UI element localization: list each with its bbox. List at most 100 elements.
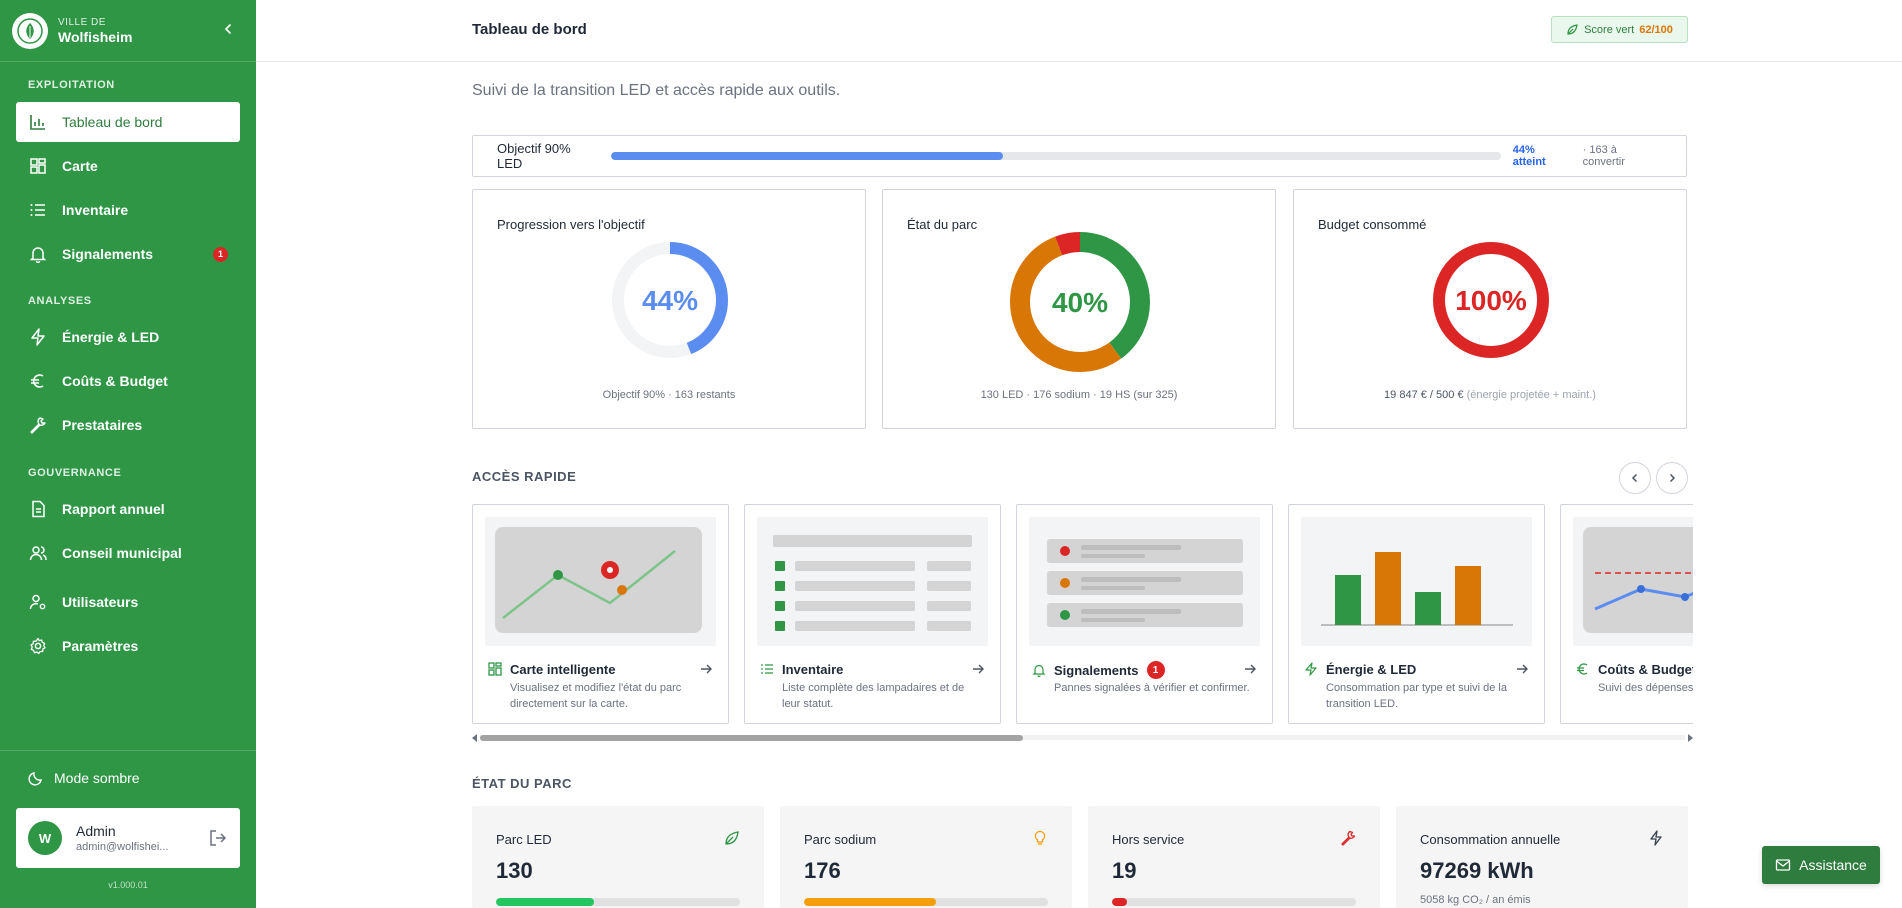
mail-icon <box>1775 859 1791 871</box>
arrow-right-icon <box>698 661 714 677</box>
sidebar-item-label: Rapport annuel <box>62 501 165 517</box>
scroll-right-arrow[interactable] <box>1688 734 1693 742</box>
chevron-left-icon <box>224 24 231 34</box>
scroll-left-arrow[interactable] <box>472 734 477 742</box>
kpi-title: Progression vers l'objectif <box>497 217 645 232</box>
objective-progress-track <box>611 152 1501 160</box>
kpi-caption-main: 19 847 € / 500 € <box>1384 389 1464 401</box>
sidebar: VILLE DE Wolfisheim EXPLOITATION Tableau… <box>0 0 256 908</box>
stat-card-led: Parc LED 130 <box>472 806 764 908</box>
quick-card-map[interactable]: Carte intelligente Visualisez et modifie… <box>472 504 729 724</box>
collapse-sidebar-button[interactable] <box>220 21 236 37</box>
stat-value: 176 <box>804 858 841 883</box>
sidebar-item-dashboard[interactable]: Tableau de bord <box>16 102 240 142</box>
sidebar-item-label: Conseil municipal <box>62 545 182 561</box>
sidebar-item-users[interactable]: Utilisateurs <box>16 582 240 622</box>
scrollbar-track <box>480 735 1685 740</box>
stat-progress-fill <box>496 898 594 906</box>
logout-button[interactable] <box>208 828 228 848</box>
carousel-prev-button[interactable] <box>1619 462 1651 494</box>
energy-illustration <box>1301 517 1532 646</box>
score-label: Score vert <box>1584 23 1635 36</box>
map-illustration <box>485 517 716 646</box>
document-icon <box>28 499 48 519</box>
leaf-icon <box>724 830 740 846</box>
sidebar-item-settings[interactable]: Paramètres <box>16 626 240 666</box>
chevron-right-icon <box>1669 473 1676 483</box>
sidebar-item-label: Paramètres <box>62 638 139 654</box>
inventory-illustration <box>757 517 988 646</box>
donut-value: 44% <box>642 285 698 316</box>
sidebar-item-reports[interactable]: Signalements 1 <box>16 234 240 274</box>
dark-mode-toggle[interactable]: Mode sombre <box>28 770 140 786</box>
sidebar-item-label: Énergie & LED <box>62 329 160 345</box>
stat-title: Hors service <box>1112 832 1185 847</box>
notification-badge: 1 <box>1146 661 1165 679</box>
grid-icon <box>487 661 503 677</box>
sidebar-item-label: Prestataires <box>62 417 143 433</box>
carousel-next-button[interactable] <box>1656 462 1688 494</box>
objective-bar: Objectif 90% LED 44% atteint · 163 à con… <box>472 135 1687 177</box>
stat-card-sodium: Parc sodium 176 <box>780 806 1072 908</box>
kpi-card-progress: Progression vers l'objectif 44% Objectif… <box>472 189 866 429</box>
quick-card-title: Signalements <box>1054 662 1139 678</box>
quick-card-description: Visualisez et modifiez l'état du parc di… <box>510 682 682 710</box>
user-card: W Admin admin@wolfishei... <box>16 808 240 868</box>
quick-card-inventory[interactable]: Inventaire Liste complète des lampadaire… <box>744 504 1001 724</box>
section-label-analyses: ANALYSES <box>28 295 92 307</box>
sidebar-item-inventory[interactable]: Inventaire <box>16 190 240 230</box>
objective-label: Objectif 90% LED <box>497 141 571 171</box>
kpi-caption: 19 847 € / 500 € (énergie projetée + mai… <box>1294 389 1686 401</box>
page-title: Tableau de bord <box>472 21 587 38</box>
quick-card-description: Liste complète des lampadaires et de leu… <box>782 682 965 710</box>
sidebar-item-annual-report[interactable]: Rapport annuel <box>16 489 240 529</box>
app-version: v1.000.01 <box>108 880 148 890</box>
sidebar-item-energy[interactable]: Énergie & LED <box>16 317 240 357</box>
brand-subtitle: VILLE DE <box>58 16 106 28</box>
sidebar-item-council[interactable]: Conseil municipal <box>16 533 240 573</box>
kpi-title: État du parc <box>907 217 978 232</box>
park-state-donut: 40% <box>1010 232 1150 372</box>
park-state-title: ÉTAT DU PARC <box>472 776 572 791</box>
brand: VILLE DE Wolfisheim <box>0 0 256 62</box>
quick-access-carousel: Carte intelligente Visualisez et modifie… <box>472 504 1693 724</box>
stat-progress-track <box>496 898 740 906</box>
sidebar-item-contractors[interactable]: Prestataires <box>16 405 240 445</box>
stat-value: 130 <box>496 858 533 883</box>
objective-progress-fill <box>611 152 1003 160</box>
horizontal-scrollbar[interactable] <box>472 732 1693 742</box>
gear-icon <box>28 636 48 656</box>
green-score-badge: Score vert 62/100 <box>1551 16 1688 43</box>
moon-icon <box>28 772 42 786</box>
section-label-gouvernance: GOUVERNANCE <box>28 467 122 479</box>
sidebar-item-map[interactable]: Carte <box>16 146 240 186</box>
quick-card-energy[interactable]: Énergie & LED Consommation par type et s… <box>1288 504 1545 724</box>
progress-donut: 44% <box>612 242 728 358</box>
sidebar-item-label: Tableau de bord <box>62 114 163 130</box>
quick-card-description: Suivi des dépenses budgétaires. <box>1598 682 1693 694</box>
notification-badge: 1 <box>213 247 228 262</box>
costs-illustration <box>1573 517 1693 646</box>
budget-donut: 100% <box>1433 242 1549 358</box>
quick-card-description: Consommation par type et suivi de la tra… <box>1326 682 1507 710</box>
bell-icon <box>28 244 48 264</box>
scrollbar-thumb[interactable] <box>480 735 1023 741</box>
chevron-left-icon <box>1631 473 1638 483</box>
quick-card-costs[interactable]: Coûts & Budget Suivi des dépenses budgét… <box>1560 504 1693 724</box>
sidebar-item-costs[interactable]: Coûts & Budget <box>16 361 240 401</box>
bolt-icon <box>28 327 48 347</box>
bar-chart-icon <box>28 112 48 132</box>
quick-card-reports[interactable]: Signalements 1 Pannes signalées à vérifi… <box>1016 504 1273 724</box>
assistance-button[interactable]: Assistance <box>1762 846 1880 884</box>
kpi-caption: Objectif 90% · 163 restants <box>473 389 865 401</box>
score-value: 62/100 <box>1639 23 1673 36</box>
avatar: W <box>28 821 62 855</box>
grid-icon <box>28 156 48 176</box>
page-subtitle: Suivi de la transition LED et accès rapi… <box>472 82 841 99</box>
user-name: Admin <box>76 823 116 839</box>
euro-icon <box>1575 661 1591 677</box>
quick-card-title: Énergie & LED <box>1326 661 1417 677</box>
stat-progress-track <box>804 898 1048 906</box>
sidebar-item-label: Carte <box>62 158 98 174</box>
objective-percent: 44% atteint <box>1512 144 1546 168</box>
